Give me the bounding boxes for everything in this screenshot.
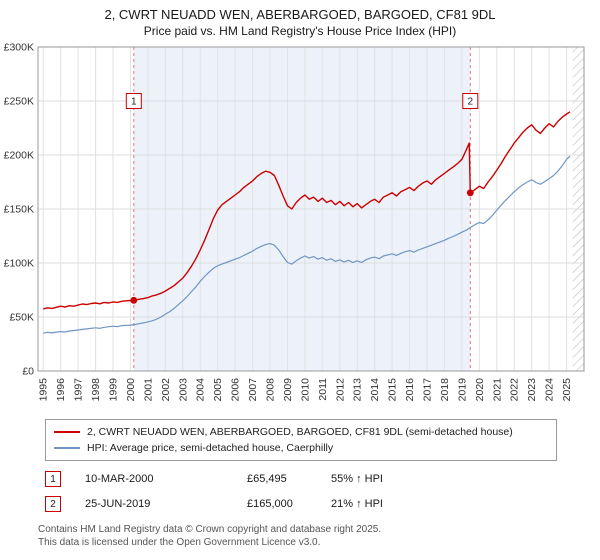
sale-2-marker: 2 <box>45 496 61 513</box>
svg-text:1997: 1997 <box>73 378 85 402</box>
sale-1-date: 10-MAR-2000 <box>85 473 154 486</box>
svg-text:2011: 2011 <box>317 378 329 401</box>
svg-text:2025: 2025 <box>561 378 573 402</box>
legend-label-hpi: HPI: Average price, semi-detached house,… <box>87 442 334 455</box>
page-title: 2, CWRT NEUADD WEN, ABERBARGOED, BARGOED… <box>104 7 496 22</box>
svg-text:2016: 2016 <box>404 378 416 402</box>
copyright-footer: Contains HM Land Registry data © Crown c… <box>38 524 600 549</box>
svg-text:£250K: £250K <box>4 96 34 108</box>
svg-text:1995: 1995 <box>38 378 50 402</box>
legend-label-property: 2, CWRT NEUADD WEN, ABERBARGOED, BARGOED… <box>87 426 513 439</box>
svg-text:1996: 1996 <box>55 378 67 402</box>
svg-text:2: 2 <box>468 97 474 108</box>
svg-text:£200K: £200K <box>4 150 34 162</box>
price-chart: 1995 1996 1997 1998 1999 2000 2001 2002 2003 2004… <box>4 42 585 402</box>
svg-text:2010: 2010 <box>299 378 311 402</box>
page-subtitle: Price paid vs. HM Land Registry's House … <box>143 23 457 38</box>
svg-text:1999: 1999 <box>108 378 120 402</box>
svg-text:2020: 2020 <box>474 378 486 402</box>
svg-text:2021: 2021 <box>491 378 503 402</box>
sale-2-price: £165,000 <box>247 498 293 511</box>
sale-1-price: £65,495 <box>247 473 287 486</box>
chart-header: 2, CWRT NEUADD WEN, ABERBARGOED, BARGOED… <box>0 0 600 39</box>
svg-text:£150K: £150K <box>4 204 34 216</box>
svg-text:2024: 2024 <box>544 378 556 402</box>
svg-text:2008: 2008 <box>265 378 277 402</box>
svg-text:£300K: £300K <box>4 42 34 54</box>
legend-row-hpi: HPI: Average price, semi-detached house,… <box>54 440 548 456</box>
svg-text:2022: 2022 <box>509 378 521 402</box>
svg-text:£0: £0 <box>22 366 34 378</box>
svg-text:2017: 2017 <box>422 378 434 402</box>
sale-row-2: 2 25-JUN-2019 £165,000 21% ↑ HPI <box>45 496 600 513</box>
sale-1-marker: 1 <box>45 471 61 488</box>
chart-legend: 2, CWRT NEUADD WEN, ABERBARGOED, BARGOED… <box>45 419 557 462</box>
svg-text:£100K: £100K <box>4 258 34 270</box>
svg-text:2015: 2015 <box>387 378 399 402</box>
svg-text:2009: 2009 <box>282 378 294 402</box>
svg-text:2003: 2003 <box>177 378 189 402</box>
svg-text:2019: 2019 <box>456 378 468 402</box>
chart-area: 1995 1996 1997 1998 1999 2000 2001 2002 2003 2004… <box>0 39 600 419</box>
sale-row-1: 1 10-MAR-2000 £65,495 55% ↑ HPI <box>45 471 600 488</box>
svg-text:2006: 2006 <box>230 378 242 402</box>
svg-text:1998: 1998 <box>90 378 102 402</box>
svg-text:2004: 2004 <box>195 378 207 402</box>
svg-text:2014: 2014 <box>369 378 381 402</box>
svg-text:2000: 2000 <box>125 378 137 402</box>
sale-2-hpi-diff: 21% ↑ HPI <box>331 498 383 511</box>
footer-line-2: This data is licensed under the Open Gov… <box>38 536 321 548</box>
blue-line-swatch <box>54 447 80 450</box>
svg-text:2002: 2002 <box>160 378 172 402</box>
svg-text:2007: 2007 <box>247 378 259 402</box>
svg-text:2005: 2005 <box>212 378 224 402</box>
legend-row-property: 2, CWRT NEUADD WEN, ABERBARGOED, BARGOED… <box>54 424 548 440</box>
svg-text:2023: 2023 <box>526 378 538 402</box>
svg-text:1: 1 <box>131 97 137 108</box>
sale-annotations: 1 10-MAR-2000 £65,495 55% ↑ HPI 2 25-JUN… <box>45 471 600 513</box>
svg-text:2013: 2013 <box>352 378 364 402</box>
svg-text:£50K: £50K <box>9 312 34 324</box>
red-line-swatch <box>54 431 80 434</box>
footer-line-1: Contains HM Land Registry data © Crown c… <box>38 524 382 536</box>
svg-text:2012: 2012 <box>334 378 346 402</box>
svg-text:2018: 2018 <box>439 378 451 402</box>
sale-1-hpi-diff: 55% ↑ HPI <box>331 473 383 486</box>
svg-text:2001: 2001 <box>142 378 154 402</box>
sale-2-date: 25-JUN-2019 <box>85 498 151 511</box>
